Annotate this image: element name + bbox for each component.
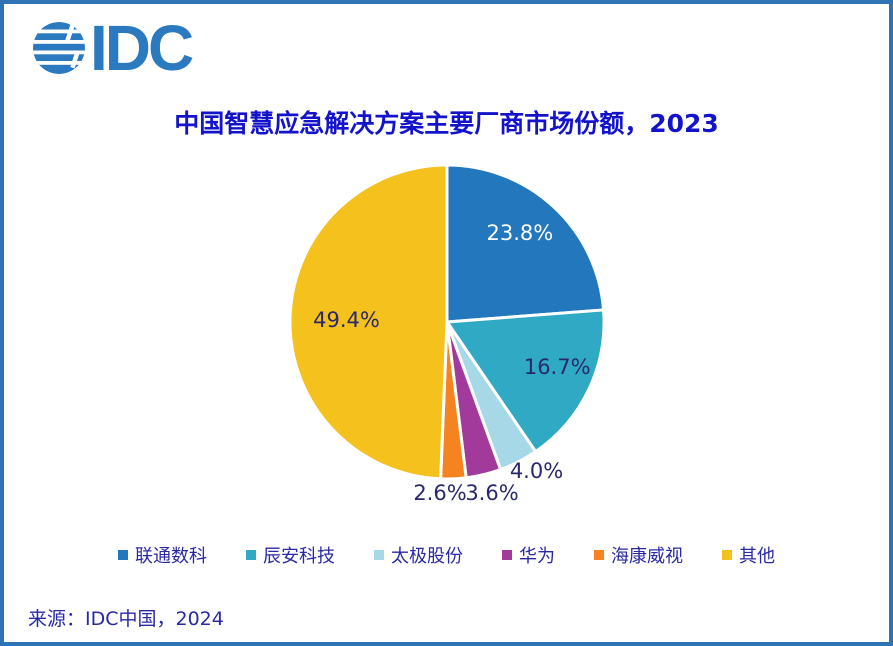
pie-chart: 23.8% 16.7% 4.0%3.6%2.6% 49.4%	[288, 163, 606, 505]
legend-label: 辰安科技	[263, 546, 335, 567]
legend-item-联通数科: 联通数科	[118, 542, 207, 568]
legend-item-华为: 华为	[502, 542, 555, 568]
legend-swatch-icon	[246, 550, 256, 560]
legend-item-太极股份: 太极股份	[374, 542, 463, 568]
pie-slice-联通数科	[445, 163, 606, 324]
legend-label: 其他	[739, 546, 775, 567]
idc-logo: IDC	[32, 12, 194, 84]
pie-label-其他: 49.4%	[313, 308, 380, 332]
legend-item-其他: 其他	[722, 542, 775, 568]
pie-label-联通数科: 23.8%	[487, 221, 554, 245]
pie-slice-其他	[288, 163, 449, 481]
legend-swatch-icon	[118, 550, 128, 560]
legend-label: 华为	[519, 546, 555, 567]
pie-label-海康威视: 2.6%	[413, 481, 466, 505]
legend-label: 海康威视	[611, 546, 683, 567]
legend-swatch-icon	[594, 550, 604, 560]
pie-label-华为: 3.6%	[465, 481, 518, 505]
legend-swatch-icon	[374, 550, 384, 560]
striped-globe-icon	[33, 22, 85, 74]
legend-label: 联通数科	[135, 546, 207, 567]
legend-swatch-icon	[502, 550, 512, 560]
pie-slice-辰安科技	[445, 308, 606, 454]
pie-label-太极股份: 4.0%	[510, 459, 563, 483]
legend-label: 太极股份	[391, 546, 463, 567]
legend-swatch-icon	[722, 550, 732, 560]
legend-item-海康威视: 海康威视	[594, 542, 683, 568]
source-note: 来源：IDC中国，2024	[28, 608, 224, 630]
pie-label-辰安科技: 16.7%	[524, 355, 591, 379]
legend-item-辰安科技: 辰安科技	[246, 542, 335, 568]
chart-legend: 联通数科 辰安科技 太极股份 华为 海康威视 其他	[4, 542, 889, 568]
chart-title: 中国智慧应急解决方案主要厂商市场份额，2023	[174, 109, 719, 138]
idc-logo-text: IDC	[90, 12, 194, 84]
